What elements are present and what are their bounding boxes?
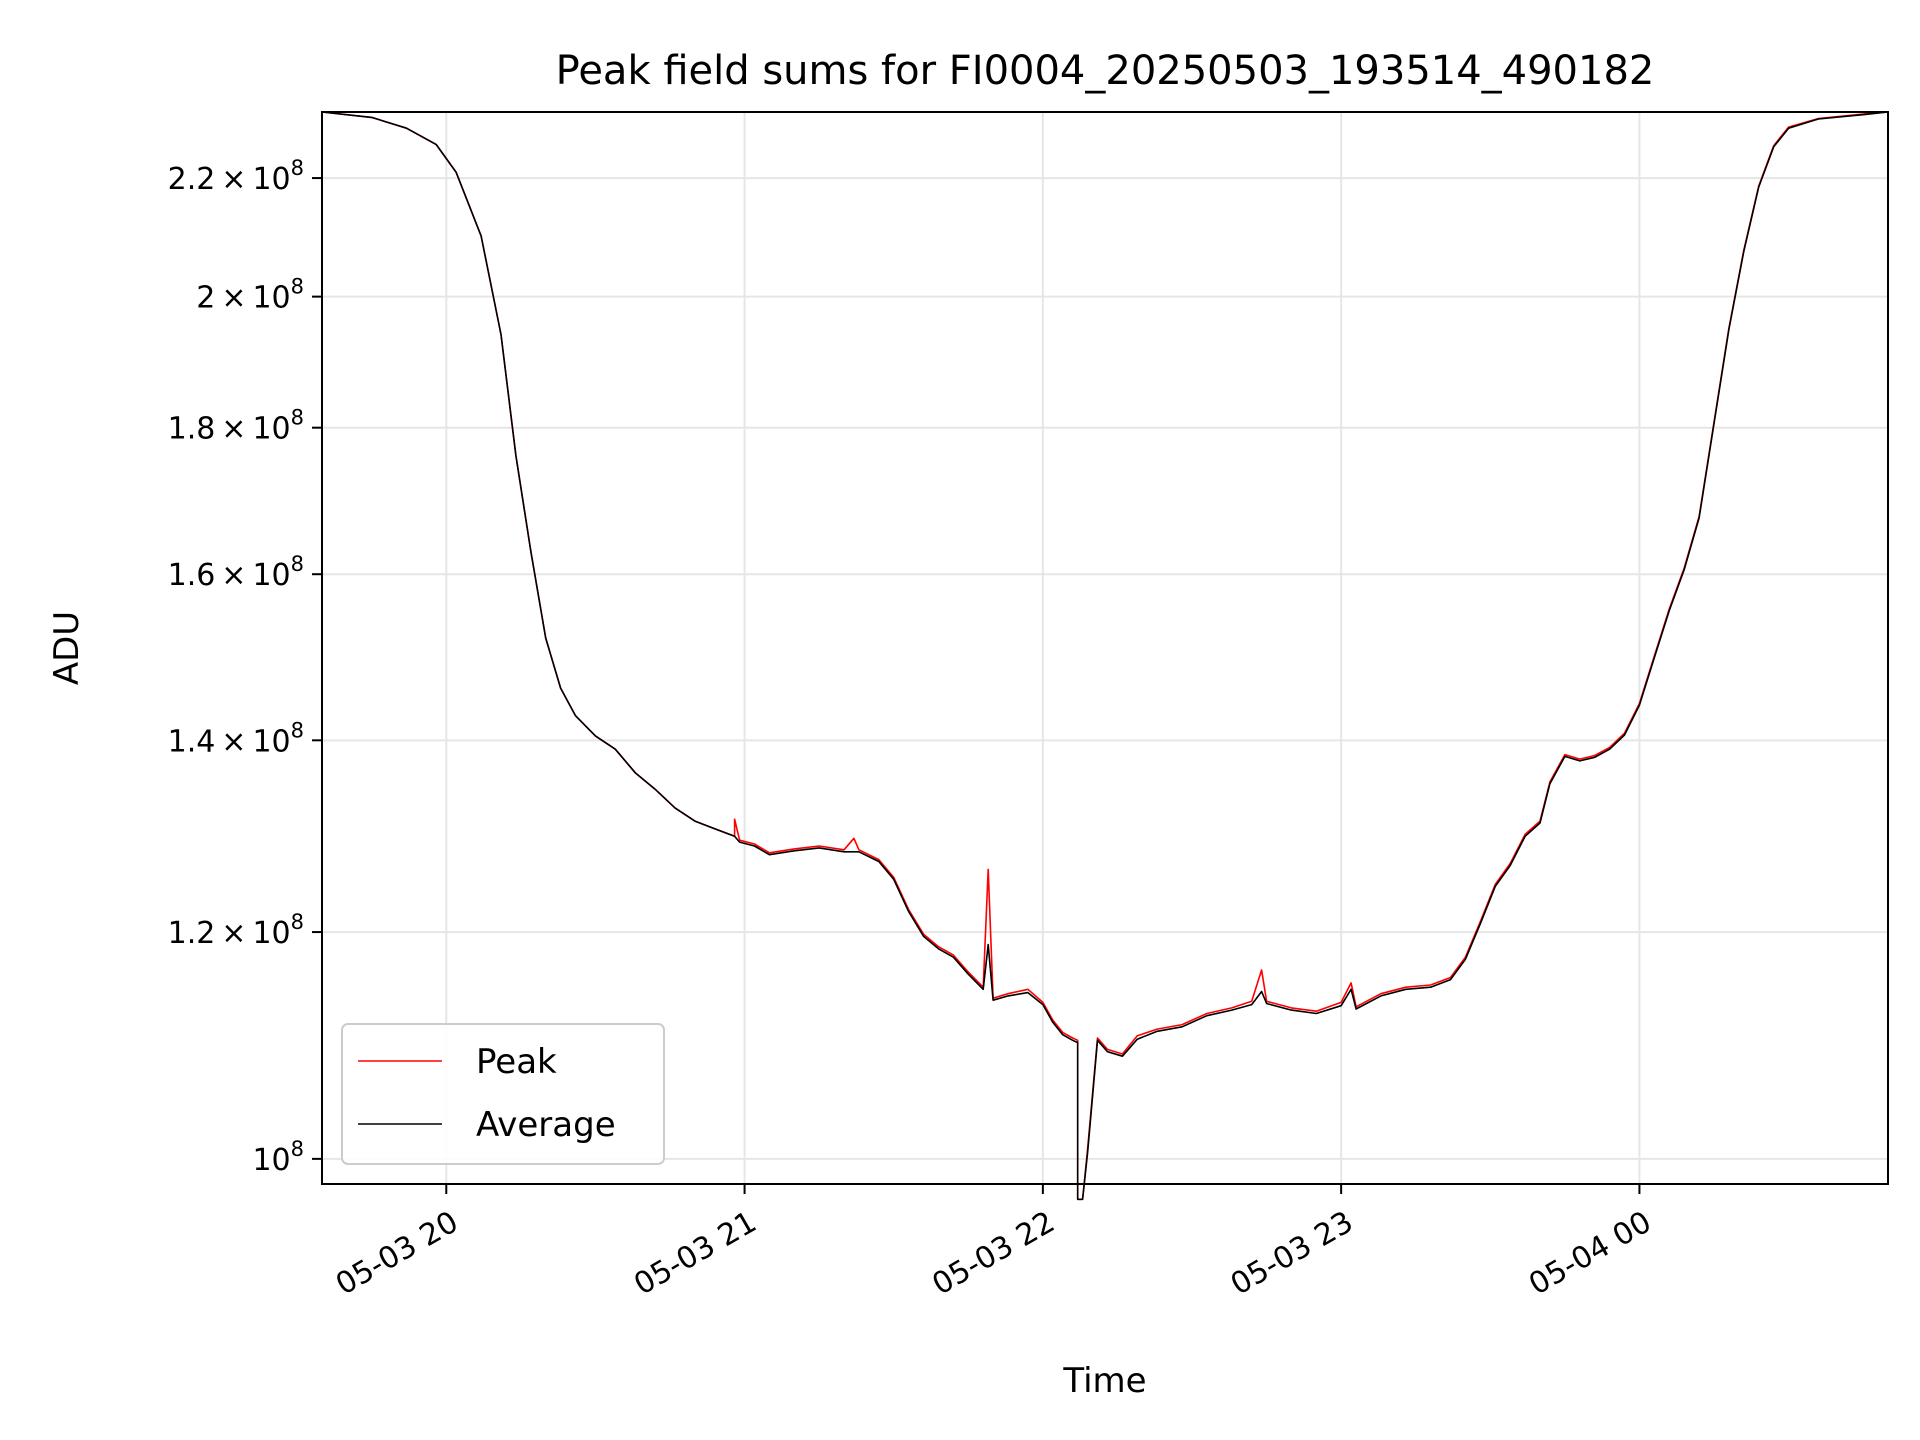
y-tick-label: 2.2 × 108 [168,156,304,197]
chart-title: Peak field sums for FI0004_20250503_1935… [556,48,1655,94]
legend-box [341,1023,665,1165]
y-tick-label: 108 [252,1137,304,1178]
legend-label-peak: Peak [476,1042,557,1082]
y-axis-ticks: 108 1.2 × 108 1.4 × 108 1.6 × 108 1.8 × 108 2… [168,156,322,1178]
series-line-average [321,111,1889,1201]
y-tick-label: 1.4 × 108 [168,718,304,759]
x-axis-label: Time [1062,1361,1146,1401]
series-layer [321,111,1889,1201]
legend: Peak Average [341,1023,665,1165]
y-tick-label: 1.6 × 108 [168,552,304,593]
y-tick-label: 2 × 108 [196,275,304,316]
legend-label-average: Average [476,1105,616,1145]
y-tick-label: 1.2 × 108 [168,910,304,951]
plot-frame [321,111,1889,1185]
y-axis-label: ADU [47,611,87,685]
y-tick-label: 1.8 × 108 [168,406,304,447]
